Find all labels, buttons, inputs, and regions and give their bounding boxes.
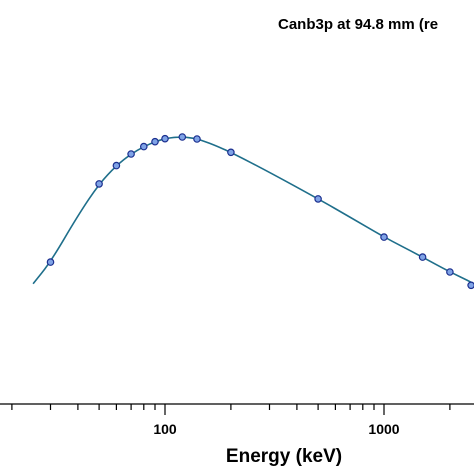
data-point [418, 253, 427, 261]
data-point [467, 281, 474, 290]
data-point [314, 195, 322, 203]
data-point [227, 148, 235, 157]
x-tick-label: 100 [153, 421, 177, 437]
data-point [161, 134, 169, 143]
data-point [46, 258, 55, 266]
fit-curve [32, 136, 474, 285]
x-tick-label: 1000 [368, 421, 399, 437]
x-axis-label: Energy (keV) [226, 446, 342, 467]
x-axis-ticks: 100 1000 [11, 404, 451, 437]
data-point [178, 133, 187, 141]
data-point [112, 161, 121, 170]
data-point [193, 135, 201, 143]
plot-area [32, 133, 474, 290]
data-point [127, 150, 135, 158]
data-point [140, 142, 148, 151]
data-point [446, 268, 454, 276]
data-point [380, 233, 388, 241]
data-point [95, 180, 103, 188]
chart-title: Canb3p at 94.8 mm (re [278, 16, 438, 33]
data-point [151, 137, 159, 146]
